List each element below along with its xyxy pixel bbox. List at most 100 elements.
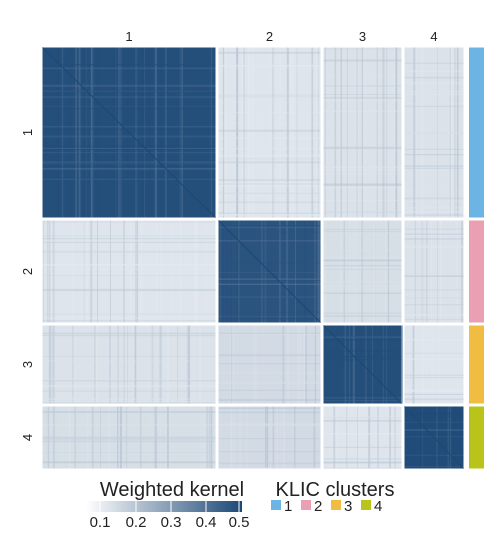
texture-stripe: [404, 190, 464, 192]
texture-stripe: [42, 390, 216, 392]
cluster-legend-keys: 1 2 3 4: [271, 498, 382, 515]
texture-stripe: [42, 221, 216, 223]
texture-stripe: [422, 325, 424, 404]
texture-stripe: [426, 325, 427, 404]
texture-stripe: [399, 406, 401, 469]
texture-stripe: [323, 356, 402, 358]
texture-stripe: [72, 325, 74, 404]
texture-stripe: [218, 214, 321, 217]
texture-stripe: [134, 325, 137, 404]
texture-stripe: [218, 226, 321, 229]
texture-stripe: [337, 325, 339, 404]
texture-stripe: [218, 399, 321, 401]
texture-stripe: [218, 51, 321, 54]
texture-stripe: [237, 220, 238, 323]
texture-stripe: [404, 167, 464, 169]
texture-stripe: [218, 411, 321, 414]
texture-stripe: [218, 154, 321, 157]
texture-stripe: [261, 220, 263, 323]
heatmap-block-4-3: [323, 406, 402, 469]
texture-stripe: [323, 312, 402, 314]
heatmap-block-3-3: [323, 325, 403, 404]
texture-stripe: [404, 454, 464, 456]
row-label: 2: [20, 268, 35, 275]
texture-stripe: [404, 228, 464, 230]
texture-stripe: [91, 47, 94, 218]
texture-stripe: [404, 275, 464, 277]
texture-stripe: [393, 47, 395, 218]
texture-stripe: [323, 467, 402, 469]
texture-stripe: [404, 358, 464, 361]
texture-stripe: [160, 220, 163, 323]
texture-stripe: [437, 47, 438, 218]
texture-stripe: [361, 220, 363, 323]
texture-stripe: [253, 325, 256, 404]
texture-stripe: [156, 220, 158, 323]
heatmap-block-2-2: [218, 220, 321, 323]
texture-stripe: [48, 325, 51, 404]
texture-stripe: [323, 48, 402, 50]
row-label: 1: [20, 129, 35, 136]
texture-stripe: [404, 339, 464, 341]
texture-stripe: [404, 421, 464, 423]
diagonal-line: [218, 220, 321, 323]
texture-stripe: [42, 178, 216, 180]
texture-stripe: [343, 220, 345, 323]
texture-stripe: [100, 406, 101, 469]
texture-stripe: [387, 220, 390, 323]
texture-stripe: [218, 283, 321, 285]
texture-stripe: [218, 64, 321, 67]
texture-stripe: [42, 452, 216, 453]
texture-stripe: [218, 225, 321, 227]
texture-stripe: [177, 325, 179, 404]
texture-stripe: [404, 233, 464, 235]
texture-stripe: [440, 220, 442, 323]
texture-stripe: [218, 182, 321, 185]
texture-stripe: [218, 423, 321, 425]
texture-stripe: [454, 47, 456, 218]
kernel-tick-labels: 0.1 0.2 0.3 0.4 0.5: [90, 501, 249, 531]
texture-stripe: [218, 240, 321, 242]
texture-stripe: [218, 311, 321, 313]
texture-stripe: [42, 440, 216, 443]
texture-stripe: [74, 406, 76, 469]
texture-stripe: [42, 90, 216, 92]
texture-stripe: [404, 90, 464, 93]
texture-stripe: [218, 466, 321, 469]
texture-stripe: [117, 47, 120, 218]
block-cell: [404, 220, 464, 323]
texture-stripe: [323, 359, 402, 361]
texture-stripe: [404, 393, 464, 395]
texture-stripe: [218, 423, 321, 425]
texture-stripe: [151, 325, 153, 404]
column-label: 1: [125, 29, 132, 44]
texture-stripe: [323, 419, 402, 422]
cluster-bar-1: [469, 47, 484, 218]
texture-stripe: [42, 64, 216, 65]
texture-stripe: [270, 406, 273, 469]
texture-stripe: [218, 147, 321, 150]
texture-stripe: [382, 47, 385, 218]
texture-stripe: [42, 162, 216, 164]
heatmap-block-1-3: [323, 47, 402, 218]
texture-stripe: [218, 271, 321, 273]
texture-stripe: [365, 325, 367, 404]
texture-stripe: [147, 325, 149, 404]
texture-stripe: [218, 363, 321, 365]
texture-stripe: [95, 325, 98, 404]
texture-stripe: [323, 110, 402, 112]
texture-stripe: [194, 220, 196, 323]
texture-stripe: [456, 47, 459, 218]
texture-stripe: [186, 325, 188, 404]
texture-stripe: [42, 332, 216, 335]
texture-stripe: [220, 220, 221, 323]
texture-stripe: [42, 439, 216, 441]
texture-stripe: [42, 67, 216, 70]
texture-stripe: [323, 461, 402, 464]
texture-stripe: [323, 149, 402, 151]
texture-stripe: [42, 90, 216, 93]
texture-stripe: [404, 313, 464, 315]
texture-stripe: [300, 325, 302, 404]
cluster-key-swatch: [271, 500, 281, 510]
texture-stripe: [42, 264, 216, 266]
